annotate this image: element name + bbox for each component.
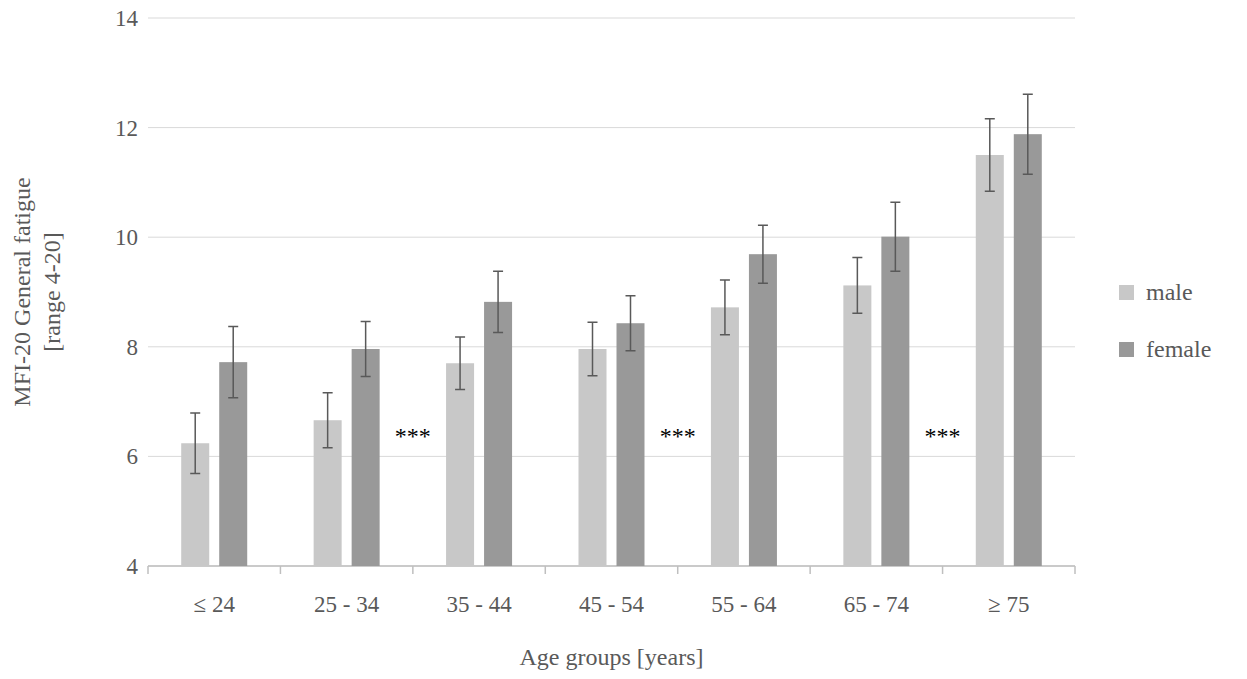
x-tick <box>280 566 282 574</box>
x-tick-label: 55 - 64 <box>711 592 777 617</box>
x-tick <box>1074 566 1076 574</box>
y-axis-label: MFI-20 General fatigue <box>9 177 35 406</box>
error-bar <box>190 413 200 473</box>
grid-line <box>148 456 1075 457</box>
y-range <box>148 18 149 566</box>
bar <box>484 302 512 566</box>
bar <box>881 237 909 566</box>
chart: 4 6 8 10 12 14 ≤ 24 25 - 34 35 - 44 45 - 54 55 - 6… <box>0 0 1247 679</box>
annotation: *** <box>395 423 431 449</box>
bar <box>976 155 1004 566</box>
grid-line <box>148 566 1075 567</box>
x-tick-label: 25 - 34 <box>314 592 380 617</box>
x-tick <box>545 566 547 574</box>
grid-line <box>148 127 1075 128</box>
x-tick <box>677 566 679 574</box>
y-axis-label: [range 4-20] <box>39 232 65 351</box>
x-tick <box>809 566 811 574</box>
bar <box>1014 134 1042 566</box>
x-tick-label: ≥ 75 <box>988 592 1029 617</box>
error-bar <box>1023 94 1033 174</box>
legend-swatch <box>1119 285 1134 300</box>
error-bar <box>720 280 730 335</box>
y-tick-label: 4 <box>127 554 139 579</box>
x-tick-label: 65 - 74 <box>844 592 910 617</box>
x-tick-label: 35 - 44 <box>446 592 512 617</box>
legend-swatch <box>1119 342 1134 357</box>
x-axis-label: Age groups [years] <box>520 644 704 670</box>
error-bar <box>323 393 333 448</box>
bar <box>843 285 871 566</box>
annotation: *** <box>925 423 961 449</box>
bar <box>749 254 777 566</box>
grid-line <box>148 18 1075 19</box>
error-bar <box>455 337 465 390</box>
bar <box>352 349 380 566</box>
x-tick <box>942 566 944 574</box>
x-tick-label: ≤ 24 <box>194 592 236 617</box>
y-tick-label: 14 <box>115 6 139 31</box>
error-bar <box>493 271 503 332</box>
error-bar <box>588 322 598 376</box>
bar <box>617 323 645 566</box>
legend-label: female <box>1146 336 1211 362</box>
x-tick <box>412 566 414 574</box>
x-axis-line <box>148 565 1075 567</box>
error-bar <box>626 296 636 351</box>
y-tick-label: 10 <box>115 225 138 250</box>
error-bar <box>852 257 862 313</box>
legend-label: male <box>1146 279 1193 305</box>
y-tick-label: 6 <box>127 444 139 469</box>
plot-area <box>181 94 1042 566</box>
error-bar <box>758 225 768 283</box>
grid-line <box>148 346 1075 347</box>
annotation: *** <box>660 423 696 449</box>
error-bar <box>890 202 900 271</box>
error-bar <box>228 327 238 398</box>
x-tick <box>147 566 149 574</box>
error-bar <box>361 322 371 377</box>
x-tick-label: 45 - 54 <box>579 592 645 617</box>
bar <box>446 363 474 566</box>
y-tick-label: 12 <box>115 116 138 141</box>
bar <box>711 307 739 566</box>
error-bar <box>985 119 995 191</box>
y-tick-label: 8 <box>127 335 139 360</box>
grid-line <box>148 237 1075 238</box>
bar <box>579 349 607 566</box>
